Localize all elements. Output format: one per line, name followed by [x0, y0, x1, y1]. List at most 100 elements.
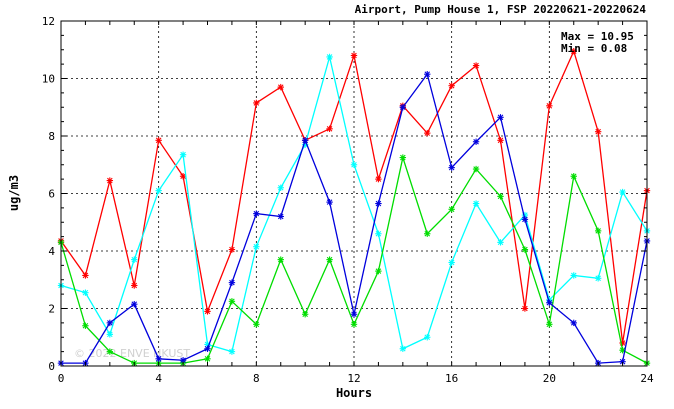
chart-title: Airport, Pump House 1, FSP 20220621-2022…: [355, 3, 647, 16]
data-point: [253, 243, 260, 250]
data-point: [204, 345, 211, 352]
data-point: [179, 151, 187, 158]
data-point: [399, 154, 407, 161]
data-point: [228, 279, 236, 286]
data-point: [424, 230, 431, 237]
data-point: [497, 114, 504, 121]
data-point: [521, 305, 529, 312]
data-point: [350, 321, 358, 328]
data-point: [277, 184, 284, 191]
data-point: [253, 99, 260, 107]
data-point: [253, 210, 260, 217]
data-point: [448, 164, 455, 171]
data-point: [521, 216, 529, 223]
data-point: [155, 187, 162, 194]
series-layer: [57, 47, 651, 367]
data-point: [106, 319, 114, 327]
data-point: [350, 311, 358, 318]
data-point: [155, 355, 162, 363]
data-point: [546, 299, 553, 306]
data-point: [277, 83, 284, 91]
data-point: [375, 175, 382, 183]
data-point: [472, 62, 480, 69]
data-point: [106, 348, 114, 355]
y-tick-label: 8: [48, 130, 55, 143]
data-point: [82, 322, 89, 329]
data-point: [448, 259, 455, 266]
data-point: [131, 282, 138, 289]
data-point: [326, 198, 333, 206]
data-point: [253, 321, 260, 328]
data-point: [82, 289, 89, 296]
data-point: [424, 334, 431, 341]
x-tick-label: 24: [640, 372, 654, 385]
data-point: [570, 272, 577, 279]
data-point: [301, 311, 309, 318]
y-tick-label: 6: [48, 188, 55, 201]
x-tick-label: 0: [58, 372, 65, 385]
data-point: [521, 246, 529, 253]
data-point: [228, 246, 236, 253]
y-axis-title: ug/m3: [7, 175, 21, 211]
data-point: [546, 102, 553, 110]
data-point: [399, 104, 407, 111]
data-point: [619, 188, 626, 196]
data-point: [594, 227, 602, 235]
x-tick-label: 16: [445, 372, 458, 385]
data-point: [497, 137, 504, 144]
data-point: [570, 319, 577, 327]
data-point: [594, 128, 602, 135]
data-point: [375, 267, 382, 275]
data-point: [155, 137, 162, 144]
data-point: [106, 331, 114, 338]
data-point: [204, 308, 211, 315]
data-point: [594, 275, 602, 282]
data-point: [326, 53, 333, 61]
x-tick-label: 8: [253, 372, 260, 385]
x-axis-title: Hours: [336, 386, 372, 400]
data-point: [375, 230, 382, 237]
max-label: Max = 10.95: [561, 30, 634, 43]
x-tick-label: 4: [155, 372, 162, 385]
data-point: [179, 173, 187, 180]
min-label: Min = 0.08: [561, 42, 627, 55]
data-point: [131, 256, 138, 263]
data-point: [277, 256, 284, 263]
data-point: [497, 239, 504, 246]
data-point: [424, 70, 431, 78]
data-point: [448, 82, 455, 89]
y-tick-label: 2: [48, 303, 55, 316]
data-point: [570, 47, 577, 55]
x-tick-label: 20: [543, 372, 556, 385]
data-point: [399, 345, 407, 352]
data-point: [228, 298, 236, 305]
y-tick-label: 4: [48, 245, 55, 258]
x-tick-label: 12: [347, 372, 360, 385]
data-point: [301, 137, 309, 144]
data-point: [228, 348, 236, 355]
data-point: [472, 138, 480, 145]
data-point: [570, 173, 577, 180]
data-point: [424, 129, 431, 137]
data-point: [350, 52, 358, 59]
data-point: [131, 300, 138, 308]
data-point: [277, 213, 284, 220]
data-point: [472, 165, 480, 173]
data-point: [106, 177, 114, 184]
data-point: [204, 355, 211, 363]
data-point: [326, 256, 333, 263]
data-point: [546, 321, 553, 328]
data-point: [497, 193, 504, 200]
data-point: [82, 272, 89, 279]
y-tick-label: 12: [42, 15, 55, 28]
data-point: [375, 200, 382, 207]
data-point: [326, 125, 333, 133]
y-tick-label: 10: [42, 73, 55, 86]
data-point: [448, 206, 455, 213]
data-point: [179, 357, 187, 364]
y-tick-label: 0: [48, 360, 55, 373]
data-point: [472, 200, 480, 207]
data-point: [350, 161, 358, 168]
